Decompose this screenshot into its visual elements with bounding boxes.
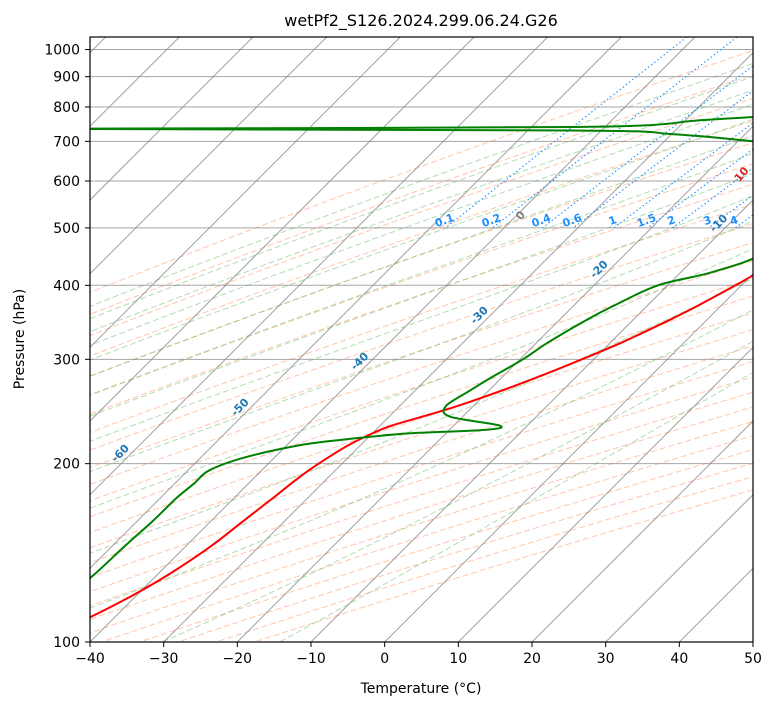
y-tick-label: 800 xyxy=(53,100,80,116)
x-tick-label: −40 xyxy=(75,651,105,667)
isotherm-label: -70 xyxy=(0,488,13,511)
y-tick-label: 200 xyxy=(53,457,80,473)
mixing-ratio-line xyxy=(672,37,775,228)
x-tick-label: −20 xyxy=(223,651,253,667)
mixing-ratio-label: 6 xyxy=(767,213,775,228)
x-tick-label: 30 xyxy=(597,651,615,667)
x-tick-label: 40 xyxy=(670,651,688,667)
mixing-ratio-line xyxy=(709,37,775,228)
mixing-ratio-line xyxy=(735,37,775,228)
x-tick-label: 20 xyxy=(523,651,541,667)
isotherm-line xyxy=(679,37,775,642)
x-tick-label: 10 xyxy=(449,651,467,667)
y-tick-label: 300 xyxy=(53,352,80,368)
y-tick-label: 600 xyxy=(53,174,80,190)
x-tick-label: 0 xyxy=(380,651,389,667)
chart-title: wetPf2_S126.2024.299.06.24.G26 xyxy=(284,11,558,31)
mixing-ratio-label: 2 xyxy=(665,213,677,228)
y-tick-label: 500 xyxy=(53,221,80,237)
y-tick-label: 700 xyxy=(53,134,80,150)
x-tick-label: 50 xyxy=(744,651,762,667)
mixing-ratio-label: 0.1 xyxy=(433,211,456,230)
mixing-ratio-label: 0.6 xyxy=(561,211,584,230)
y-tick-label: 100 xyxy=(53,635,80,651)
x-tick-label: −30 xyxy=(149,651,179,667)
y-axis-label: Pressure (hPa) xyxy=(12,289,28,389)
isotherm-label: -30 xyxy=(468,303,491,326)
x-tick-label: −10 xyxy=(296,651,326,667)
isotherm-label: -60 xyxy=(109,442,132,465)
isotherm-line xyxy=(753,37,775,642)
isotherm-label: -40 xyxy=(348,349,371,372)
x-axis: −40 −30 −20 −10 0 10 20 30 40 50 xyxy=(75,642,762,667)
isotherm-line xyxy=(606,37,775,642)
mixing-ratio-line xyxy=(493,37,738,228)
mixing-ratio-label: 4 xyxy=(728,213,740,228)
y-tick-label: 1000 xyxy=(44,43,80,59)
y-tick-label: 900 xyxy=(53,70,80,86)
mixing-ratio-label: 1.5 xyxy=(635,211,658,230)
isotherm-label: -20 xyxy=(587,257,610,280)
mixing-ratio-label: 1 xyxy=(607,213,619,228)
y-axis: 100 200 300 400 500 600 700 800 900 1000 xyxy=(44,43,90,651)
y-tick-label: 400 xyxy=(53,278,80,294)
x-axis-label: Temperature (°C) xyxy=(360,681,482,697)
